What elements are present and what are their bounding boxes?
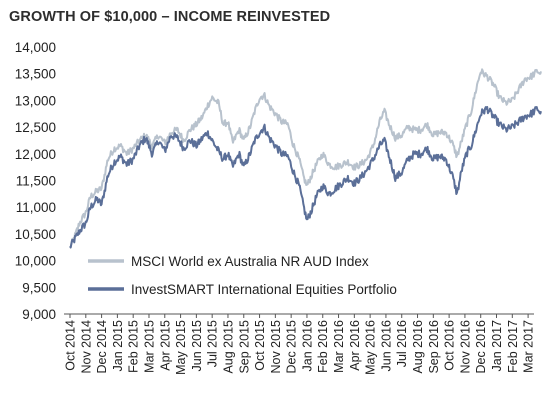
- x-tick-label: Nov 2016: [458, 320, 472, 374]
- x-tick-label: May 2016: [364, 320, 378, 375]
- x-tick-label: Feb 2017: [506, 320, 520, 373]
- y-tick-label: 11,500: [16, 174, 56, 189]
- x-tick-label: Jan 2016: [300, 320, 314, 371]
- x-tick-label: Dec 2016: [474, 320, 488, 374]
- y-tick-label: 12,000: [15, 147, 56, 162]
- x-tick-label: Aug 2015: [221, 320, 235, 374]
- x-tick-label: Nov 2014: [79, 320, 93, 374]
- x-tick-label: Mar 2017: [522, 320, 536, 373]
- y-tick-label: 10,500: [15, 227, 56, 242]
- legend-label: InvestSMART International Equities Portf…: [131, 282, 397, 297]
- x-axis: Oct 2014 Nov 2014 Dec 2014 Jan 2015 Feb 2015…: [64, 313, 536, 375]
- y-tick-label: 10,000: [15, 254, 56, 269]
- x-tick-label: Jul 2015: [206, 320, 220, 367]
- x-tick-label: May 2015: [174, 320, 188, 375]
- y-tick-label: 13,000: [15, 93, 56, 108]
- y-axis: 14,000 13,500 13,000 12,500 12,000 11,500 11,0…: [15, 40, 56, 322]
- y-tick-label: 9,500: [22, 280, 56, 295]
- chart-title: GROWTH OF $10,000 – INCOME REINVESTED: [9, 9, 331, 25]
- y-tick-label: 11,000: [16, 200, 56, 215]
- x-tick-label: Jun 2016: [379, 320, 393, 371]
- x-tick-label: Jan 2017: [490, 320, 504, 371]
- y-tick-label: 14,000: [15, 40, 56, 55]
- series-layer: [69, 68, 542, 249]
- x-tick-label: Aug 2016: [411, 320, 425, 374]
- x-tick-label: Mar 2015: [142, 320, 156, 373]
- x-tick-label: Feb 2015: [127, 320, 141, 373]
- y-tick-label: 9,000: [22, 307, 56, 322]
- x-tick-label: Sep 2016: [427, 320, 441, 374]
- x-tick-label: Oct 2015: [253, 320, 267, 371]
- x-tick-label: Dec 2015: [285, 320, 299, 374]
- x-tick-label: Nov 2015: [269, 320, 283, 374]
- y-tick-label: 13,500: [15, 67, 56, 82]
- x-tick-label: Sep 2015: [237, 320, 251, 374]
- legend: MSCI World ex Australia NR AUD Index Inve…: [88, 254, 397, 297]
- y-tick-label: 12,500: [15, 120, 56, 135]
- x-tick-label: Jul 2016: [395, 320, 409, 367]
- series-line-msci: [69, 68, 542, 248]
- x-tick-label: Apr 2015: [158, 320, 172, 371]
- x-tick-label: Dec 2014: [95, 320, 109, 374]
- series-line-investsmart: [69, 106, 542, 249]
- x-tick-label: Oct 2016: [443, 320, 457, 371]
- x-tick-label: Jun 2015: [190, 320, 204, 371]
- legend-label: MSCI World ex Australia NR AUD Index: [131, 254, 369, 269]
- x-tick-label: Feb 2016: [316, 320, 330, 373]
- x-tick-label: Mar 2016: [332, 320, 346, 373]
- x-tick-label: Oct 2014: [64, 320, 78, 371]
- x-tick-label: Jan 2015: [111, 320, 125, 371]
- x-tick-label: Apr 2016: [348, 320, 362, 371]
